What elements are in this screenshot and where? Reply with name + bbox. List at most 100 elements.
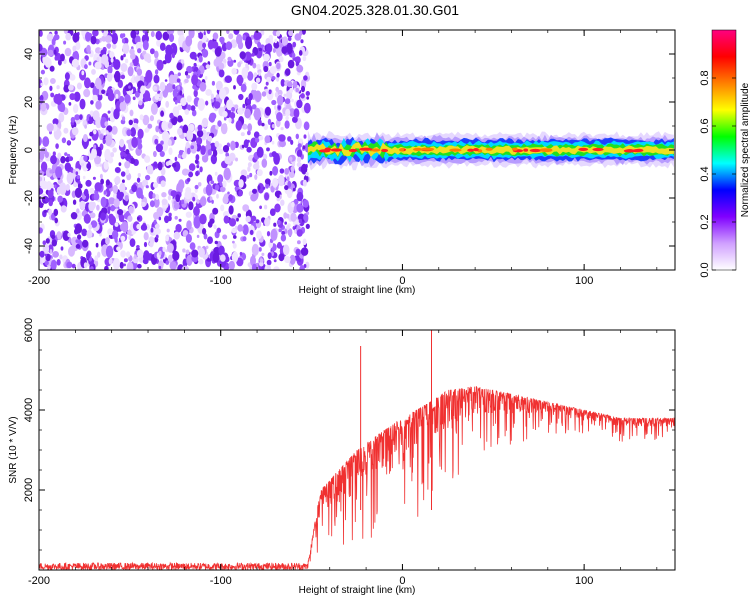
noise-dot	[198, 55, 203, 63]
noise-dot	[120, 250, 126, 258]
noise-dot	[296, 162, 302, 168]
noise-dot	[284, 221, 288, 225]
noise-dot	[186, 147, 191, 155]
noise-dot	[222, 195, 229, 204]
noise-dot	[258, 47, 262, 52]
noise-dot	[79, 98, 86, 110]
noise-dot	[136, 177, 141, 183]
noise-dot	[301, 85, 305, 93]
noise-dot	[174, 100, 178, 105]
signal-hotspot	[512, 147, 518, 151]
noise-dot	[94, 255, 99, 262]
noise-dot	[140, 201, 146, 208]
noise-dot	[84, 77, 91, 89]
noise-dot	[173, 231, 180, 240]
noise-dot	[113, 198, 120, 208]
noise-dot	[245, 62, 249, 69]
noise-dot	[232, 242, 237, 249]
noise-dot	[245, 215, 251, 223]
noise-dot	[39, 139, 42, 145]
noise-dot	[256, 230, 262, 239]
noise-dot	[205, 184, 213, 196]
noise-dot	[165, 260, 169, 265]
noise-dot	[123, 53, 126, 58]
noise-dot	[168, 147, 173, 155]
noise-dot	[57, 152, 62, 160]
noise-dot	[106, 43, 112, 49]
noise-dot	[75, 244, 81, 249]
noise-dot	[274, 105, 277, 110]
noise-dot	[203, 233, 208, 240]
noise-dot	[157, 161, 163, 171]
noise-dot	[107, 228, 114, 236]
noise-dot	[248, 93, 253, 101]
noise-dot	[185, 35, 193, 47]
signal-hotspot	[625, 149, 635, 153]
noise-dot	[119, 138, 125, 148]
noise-dot	[239, 51, 246, 60]
noise-dot	[118, 95, 125, 103]
noise-dot	[72, 169, 76, 174]
noise-dot	[75, 239, 79, 244]
noise-dot	[280, 79, 285, 87]
noise-dot	[59, 254, 63, 260]
colorbar-tick-label: 0.8	[699, 70, 711, 85]
noise-dot	[296, 191, 304, 202]
noise-dot	[242, 103, 246, 109]
noise-dot	[166, 228, 170, 233]
noise-dot	[155, 234, 159, 239]
noise-dot	[143, 53, 151, 62]
noise-dot	[112, 147, 117, 153]
noise-dot	[83, 213, 91, 224]
noise-dot	[199, 213, 207, 225]
noise-dot	[205, 89, 213, 96]
noise-dot	[53, 49, 57, 55]
noise-dot	[167, 122, 173, 129]
noise-dot	[115, 93, 119, 99]
noise-dot	[269, 66, 277, 74]
spectrogram-y-ticks: -40 -20 0 20 40	[23, 29, 675, 271]
noise-dot	[300, 93, 305, 99]
noise-dot	[249, 229, 254, 235]
noise-dot	[190, 105, 196, 111]
noise-dot	[303, 102, 311, 114]
noise-dot	[158, 265, 162, 270]
signal-hotspot	[473, 148, 479, 152]
noise-dot	[174, 156, 178, 162]
noise-dot	[68, 84, 74, 91]
noise-dot	[214, 184, 220, 191]
noise-dot	[278, 253, 285, 262]
noise-dot	[231, 67, 237, 75]
noise-dot	[188, 123, 195, 132]
noise-dot	[74, 223, 83, 234]
noise-dot	[223, 167, 231, 181]
noise-dot	[226, 99, 234, 111]
noise-dot	[75, 41, 81, 51]
noise-dot	[50, 155, 57, 165]
noise-dot	[180, 59, 185, 64]
noise-dot	[83, 155, 88, 162]
noise-dot	[291, 98, 294, 103]
noise-dot	[149, 240, 154, 248]
noise-dot	[214, 171, 218, 176]
noise-dot	[231, 251, 239, 263]
noise-dot	[242, 224, 249, 236]
snr-x-ticks: -200 -100 0 100	[28, 330, 658, 587]
noise-dot	[154, 223, 160, 229]
noise-dot	[285, 116, 289, 120]
noise-dot	[153, 74, 160, 84]
noise-dot	[211, 199, 214, 204]
noise-dot	[133, 118, 139, 125]
noise-dot	[105, 237, 110, 245]
noise-dot	[153, 219, 157, 225]
noise-dot	[266, 147, 270, 152]
noise-dot	[97, 251, 101, 258]
noise-dot	[291, 52, 296, 59]
noise-dot	[306, 96, 310, 100]
noise-dot	[233, 30, 239, 34]
noise-dot	[127, 66, 134, 77]
noise-dot	[167, 254, 173, 264]
noise-dot	[303, 75, 308, 81]
noise-dot	[51, 239, 57, 247]
noise-dot	[186, 254, 193, 266]
